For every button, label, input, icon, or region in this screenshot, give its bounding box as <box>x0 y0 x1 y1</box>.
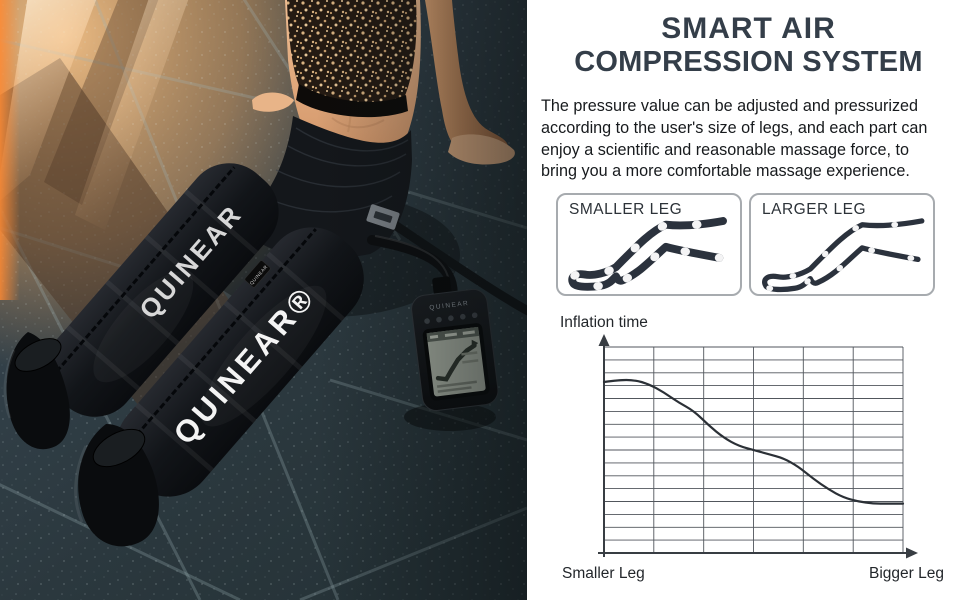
title-line-2: COMPRESSION SYSTEM <box>574 46 923 78</box>
diagram-smaller-leg: SMALLER LEG <box>556 193 742 296</box>
x-label-bigger-leg: Bigger Leg <box>869 565 944 582</box>
diagram-larger-leg: LARGER LEG <box>749 193 935 296</box>
page-title: SMART AIR COMPRESSION SYSTEM <box>527 12 970 79</box>
smaller-leg-outline <box>568 217 727 291</box>
description-paragraph: The pressure value can be adjusted and p… <box>541 97 928 181</box>
leg-band-ticks <box>762 218 925 293</box>
chart-y-axis-label: Inflation time <box>560 314 648 331</box>
larger-leg-outline <box>762 218 925 293</box>
inflation-time-chart: Smaller Leg Bigger Leg <box>562 334 944 582</box>
diagram-label: SMALLER LEG <box>569 201 683 218</box>
vignette <box>0 0 527 600</box>
x-axis-arrow <box>906 547 918 559</box>
inflation-curve <box>602 378 905 505</box>
leg-band <box>762 218 925 293</box>
info-panel: SMART AIR COMPRESSION SYSTEM The pressur… <box>527 0 970 600</box>
leg-band <box>568 217 727 291</box>
y-axis-arrow <box>598 334 610 346</box>
product-photo: QUINEAR QUINEAR® QUINEAR <box>0 0 527 600</box>
x-label-smaller-leg: Smaller Leg <box>562 565 645 582</box>
diagram-label: LARGER LEG <box>762 201 867 218</box>
photo-scene: QUINEAR QUINEAR® QUINEAR <box>0 0 527 600</box>
title-line-1: SMART AIR <box>661 12 836 45</box>
